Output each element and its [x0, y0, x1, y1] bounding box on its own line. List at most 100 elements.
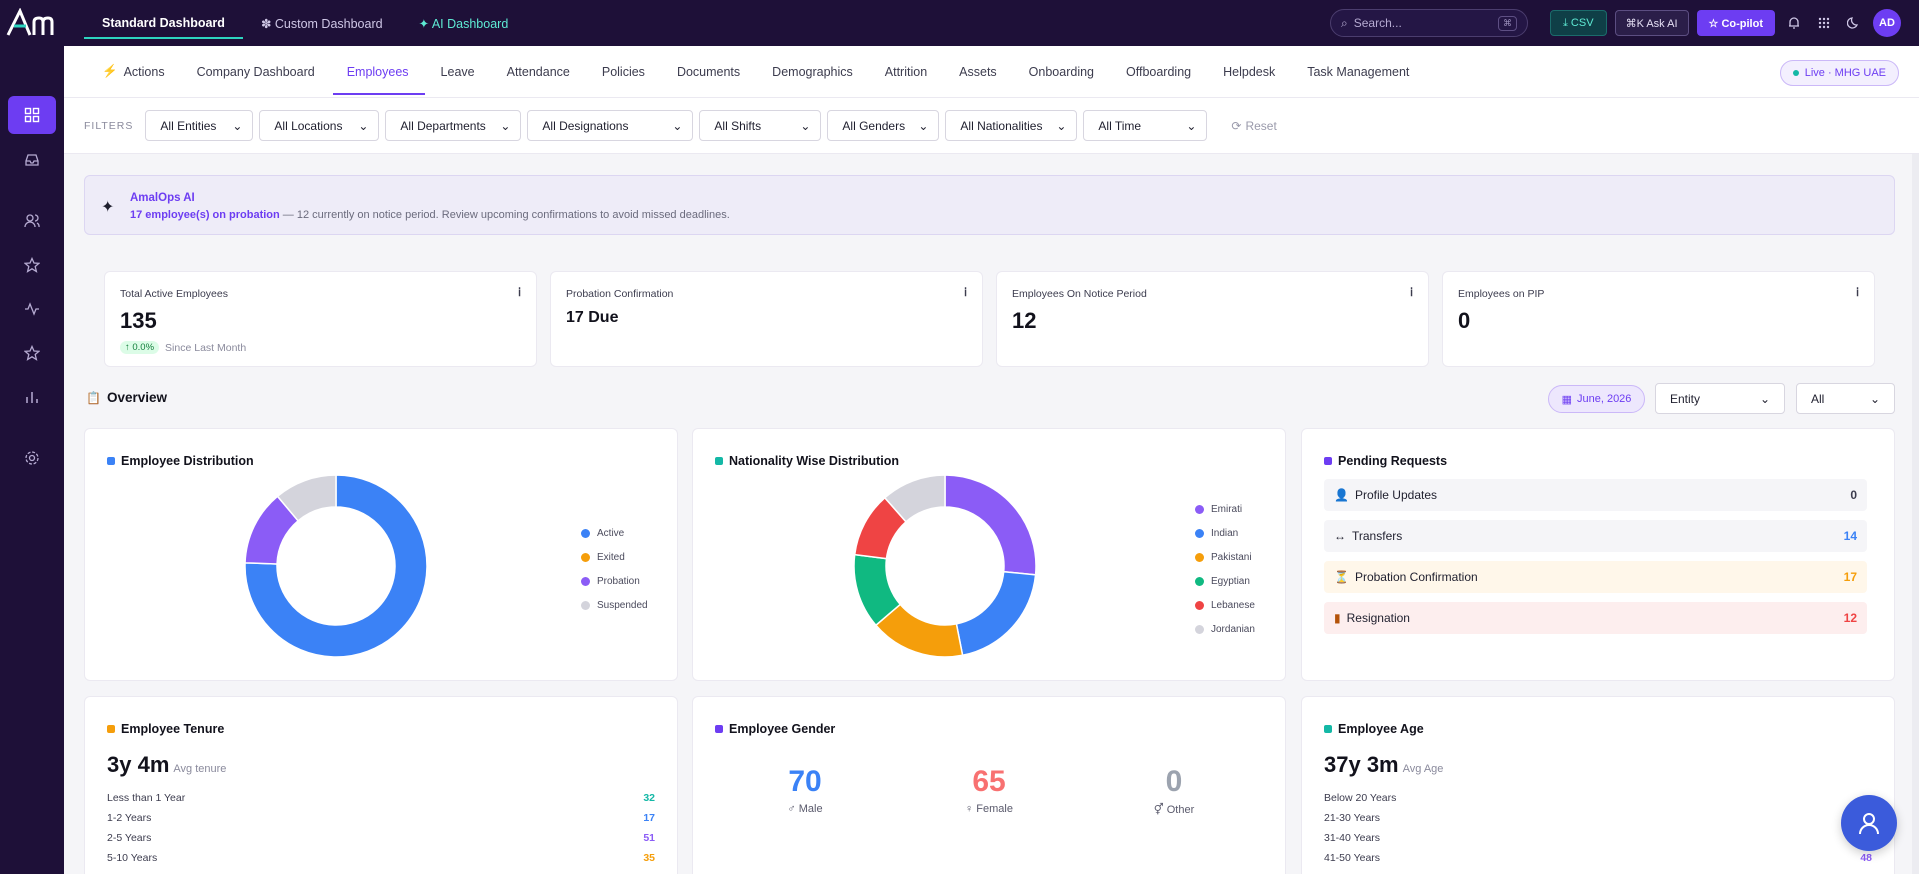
designation-filter[interactable]: All Designations ⌄: [527, 110, 694, 141]
sidebar-item-reports[interactable]: [8, 378, 56, 416]
legend-item[interactable]: Emirati: [1195, 497, 1255, 521]
sidebar-item-activity[interactable]: [8, 290, 56, 328]
csv-export-button[interactable]: ⤓ CSV: [1550, 10, 1607, 36]
sidebar-item-dashboard[interactable]: [8, 96, 56, 134]
kpi-notice-period[interactable]: Employees On Notice Period ⅰ 12: [996, 271, 1429, 367]
tab-helpdesk[interactable]: Helpdesk: [1223, 64, 1276, 79]
donut-slice-jordanian[interactable]: [883, 474, 946, 523]
age-row[interactable]: 31-40 Years: [1324, 832, 1872, 844]
gender-filter[interactable]: All Genders ⌄: [827, 110, 940, 141]
kpi-total-active-employees[interactable]: Total Active Employees ⅰ 135 ↑ 0.0% Since…: [104, 271, 537, 367]
tab-onboarding[interactable]: Onboarding: [1028, 64, 1094, 79]
shift-filter[interactable]: All Shifts ⌄: [699, 110, 822, 141]
app-logo[interactable]: [0, 0, 64, 46]
legend-item[interactable]: Probation: [581, 569, 648, 593]
nationality-filter[interactable]: All Nationalities ⌄: [945, 110, 1078, 141]
sidebar-item-performance[interactable]: [8, 334, 56, 372]
legend-label: Egyptian: [1211, 575, 1250, 587]
tab-attendance[interactable]: Attendance: [506, 64, 570, 79]
legend-item[interactable]: Pakistani: [1195, 545, 1255, 569]
employee-distribution-donut[interactable]: [241, 471, 431, 661]
tab-ai-dashboard[interactable]: ✦ AI Dashboard: [418, 16, 509, 31]
kpi-employees-on-pip[interactable]: Employees on PIP ⅰ 0: [1442, 271, 1875, 367]
month-picker[interactable]: ▦ June, 2026: [1548, 385, 1645, 413]
tab-standard-dashboard[interactable]: Standard Dashboard: [84, 0, 243, 46]
info-icon[interactable]: ⅰ: [1855, 287, 1859, 299]
legend-dot: [1195, 552, 1204, 562]
tenure-row[interactable]: 1-2 Years 17: [107, 812, 655, 824]
legend-dot: [581, 576, 590, 586]
kpi-value: 135: [120, 308, 157, 333]
group-by-select[interactable]: Entity ⌄: [1655, 383, 1785, 414]
page-scrollbar[interactable]: [1912, 154, 1919, 874]
moon-icon[interactable]: [1843, 12, 1865, 34]
sidebar-item-users[interactable]: [8, 202, 56, 240]
location-filter[interactable]: All Locations ⌄: [259, 110, 380, 141]
tab-demographics[interactable]: Demographics: [772, 64, 853, 79]
nationality-donut[interactable]: [850, 471, 1040, 661]
tab-company-dashboard[interactable]: Company Dashboard: [196, 64, 315, 79]
bell-icon[interactable]: [1783, 12, 1805, 34]
row-label: 31-40 Years: [1324, 832, 1381, 844]
donut-slice-suspended[interactable]: [276, 474, 337, 522]
legend-item[interactable]: Suspended: [581, 593, 648, 617]
chevron-down-icon: ⌄: [358, 118, 369, 133]
tab-policies[interactable]: Policies: [601, 64, 645, 79]
tab-offboarding[interactable]: Offboarding: [1126, 64, 1192, 79]
donut-slice-active[interactable]: [244, 474, 428, 658]
pending-probation-confirmation[interactable]: ⏳ Probation Confirmation 17: [1324, 561, 1867, 593]
tab-assets[interactable]: Assets: [959, 64, 997, 79]
age-row[interactable]: 41-50 Years 48: [1324, 852, 1872, 864]
tenure-row[interactable]: 2-5 Years 51: [107, 832, 655, 844]
reset-filters-button[interactable]: ⟳ Reset: [1231, 119, 1276, 133]
age-row[interactable]: Below 20 Years: [1324, 792, 1872, 804]
donut-slice-indian[interactable]: [955, 570, 1037, 657]
info-icon[interactable]: ⅰ: [963, 287, 967, 299]
live-entity-badge[interactable]: Live · MHG UAE: [1779, 60, 1899, 86]
donut-slice-emirati[interactable]: [944, 474, 1037, 576]
tab-documents[interactable]: Documents: [676, 64, 741, 79]
gender-male[interactable]: 70 ♂ Male: [755, 765, 855, 815]
tab-leave[interactable]: Leave: [440, 64, 475, 79]
tab-actions[interactable]: ⚡ Actions: [102, 46, 165, 98]
tenure-row[interactable]: 5-10 Years 35: [107, 852, 655, 864]
support-chat-button[interactable]: [1841, 795, 1897, 851]
legend-item[interactable]: Indian: [1195, 521, 1255, 545]
gender-female[interactable]: 65 ♀ Female: [939, 765, 1039, 815]
ask-ai-button[interactable]: ⌘K Ask AI: [1614, 10, 1689, 36]
tab-attrition[interactable]: Attrition: [884, 64, 928, 79]
legend-label: Indian: [1211, 527, 1239, 539]
tab-employees[interactable]: Employees: [332, 46, 425, 98]
tab-custom-dashboard[interactable]: ✽ Custom Dashboard: [260, 16, 383, 31]
search-input[interactable]: ⌕ Search... ⌘: [1330, 9, 1529, 37]
pending-profile-updates[interactable]: 👤 Profile Updates 0: [1324, 479, 1867, 511]
dashboard-grid-icon: [24, 107, 40, 123]
sidebar-item-settings[interactable]: [8, 439, 56, 477]
tab-task-management[interactable]: Task Management: [1307, 64, 1410, 79]
info-icon[interactable]: ⅰ: [1409, 287, 1413, 299]
legend-item[interactable]: Lebanese: [1195, 593, 1255, 617]
legend-item[interactable]: Jordanian: [1195, 617, 1255, 641]
gender-other[interactable]: 0 ⚥ Other: [1124, 765, 1224, 816]
user-avatar[interactable]: AD: [1873, 9, 1901, 37]
info-icon[interactable]: ⅰ: [517, 287, 521, 299]
sidebar-item-favorites[interactable]: [8, 246, 56, 284]
age-row[interactable]: 21-30 Years: [1324, 812, 1872, 824]
department-filter[interactable]: All Departments ⌄: [385, 110, 522, 141]
legend-item[interactable]: Egyptian: [1195, 569, 1255, 593]
pending-resignation[interactable]: ▮ Resignation 12: [1324, 602, 1867, 634]
sidebar-item-inbox[interactable]: [8, 141, 56, 179]
pending-transfers[interactable]: ↔ Transfers 14: [1324, 520, 1867, 552]
time-filter[interactable]: All Time ⌄: [1083, 110, 1208, 141]
apps-grid-icon[interactable]: [1813, 12, 1835, 34]
settings-icon: [25, 451, 39, 465]
legend-item[interactable]: Active: [581, 521, 648, 545]
legend-dot: [581, 600, 590, 610]
scope-select[interactable]: All ⌄: [1796, 383, 1895, 414]
legend-item[interactable]: Exited: [581, 545, 648, 569]
entity-filter[interactable]: All Entities ⌄: [145, 110, 254, 141]
copilot-button[interactable]: ☆ Co-pilot: [1696, 10, 1775, 36]
tenure-row[interactable]: Less than 1 Year 32: [107, 792, 655, 804]
kpi-probation-confirmation[interactable]: Probation Confirmation ⅰ 17 Due: [550, 271, 983, 367]
user-support-icon: [1859, 813, 1879, 835]
